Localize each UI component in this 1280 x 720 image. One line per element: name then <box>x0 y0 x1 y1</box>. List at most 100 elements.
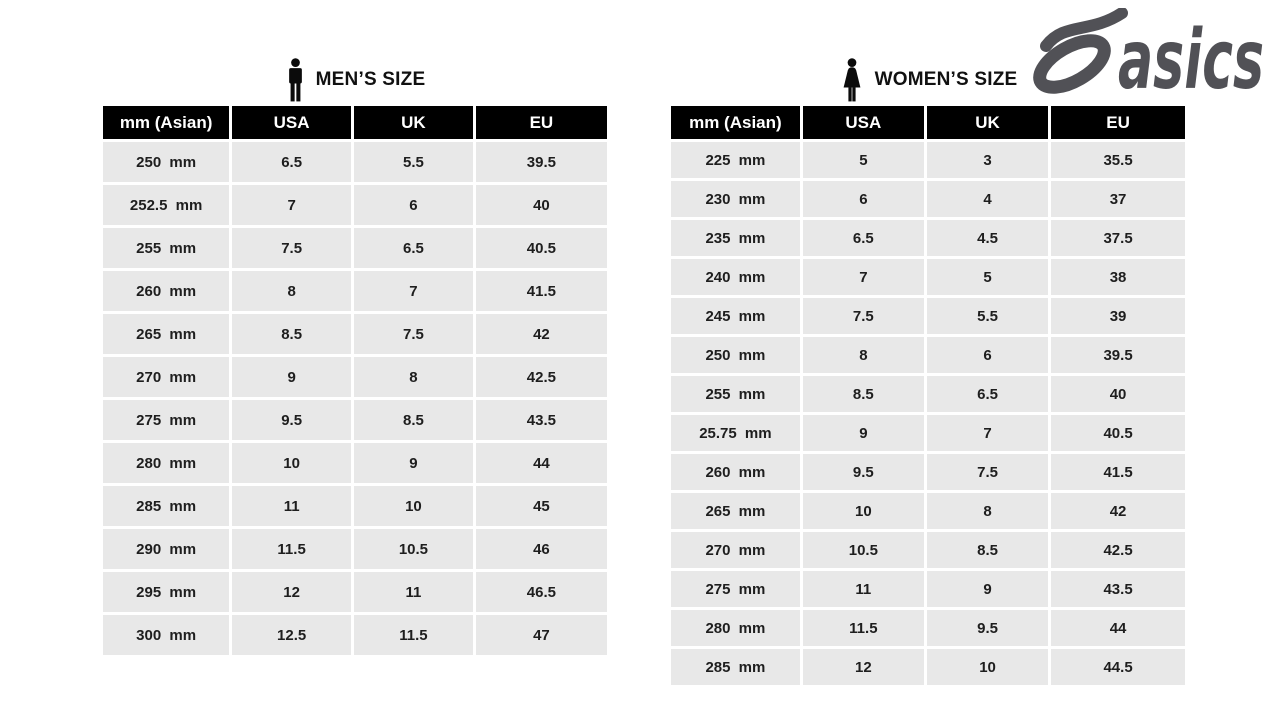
table-cell: 6.5 <box>926 376 1049 412</box>
table-row: 265 mm 10 8 42 <box>671 493 1185 529</box>
table-cell: 43.5 <box>1051 571 1185 607</box>
table-row: 240 mm 7 5 38 <box>671 259 1185 295</box>
table-cell: 8.5 <box>232 314 352 354</box>
table-cell: 8 <box>232 271 352 311</box>
table-cell: 255 mm <box>671 376 800 412</box>
table-row: 260 mm 9.5 7.5 41.5 <box>671 454 1185 490</box>
table-cell: 43.5 <box>475 400 607 440</box>
mens-size-table: mm (Asian) USA UK EU 250 mm 6.5 5.5 39.5 252.5 m… <box>100 103 610 658</box>
table-row: 295 mm 12 11 46.5 <box>103 572 607 612</box>
table-cell: 250 mm <box>103 142 230 182</box>
table-cell: 10.5 <box>354 529 473 569</box>
table-row: 300 mm 12.5 11.5 47 <box>103 615 607 655</box>
table-cell: 12 <box>232 572 352 612</box>
table-cell: 42 <box>1051 493 1185 529</box>
table-cell: 7.5 <box>232 228 352 268</box>
table-cell: 39 <box>1051 298 1185 334</box>
table-cell: 37.5 <box>1051 220 1185 256</box>
table-row: 25.75 mm 9 7 40.5 <box>671 415 1185 451</box>
table-cell: 8.5 <box>354 400 473 440</box>
table-row: 252.5 mm 7 6 40 <box>103 185 607 225</box>
table-cell: 9 <box>926 571 1049 607</box>
table-cell: 285 mm <box>103 486 230 526</box>
table-cell: 6 <box>354 185 473 225</box>
table-cell: 41.5 <box>1051 454 1185 490</box>
table-cell: 10.5 <box>802 532 924 568</box>
table-cell: 7.5 <box>926 454 1049 490</box>
womens-size-section: WOMEN’S SIZE mm (Asian) USA UK EU 225 mm 5 3 35… <box>668 57 1188 688</box>
table-row: 230 mm 6 4 37 <box>671 181 1185 217</box>
table-cell: 8.5 <box>802 376 924 412</box>
table-row: 270 mm 9 8 42.5 <box>103 357 607 397</box>
table-cell: 40.5 <box>1051 415 1185 451</box>
table-cell: 245 mm <box>671 298 800 334</box>
table-cell: 3 <box>926 142 1049 178</box>
table-cell: 275 mm <box>103 400 230 440</box>
asics-wordmark: asics <box>1118 13 1264 100</box>
table-cell: 39.5 <box>1051 337 1185 373</box>
column-header: mm (Asian) <box>671 106 800 139</box>
table-cell: 37 <box>1051 181 1185 217</box>
table-cell: 7.5 <box>802 298 924 334</box>
table-cell: 8 <box>354 357 473 397</box>
table-cell: 7 <box>232 185 352 225</box>
table-cell: 235 mm <box>671 220 800 256</box>
table-row: 285 mm 11 10 45 <box>103 486 607 526</box>
table-cell: 7 <box>354 271 473 311</box>
table-cell: 7.5 <box>354 314 473 354</box>
table-cell: 280 mm <box>103 443 230 483</box>
table-cell: 11.5 <box>232 529 352 569</box>
table-cell: 47 <box>475 615 607 655</box>
table-cell: 8.5 <box>926 532 1049 568</box>
column-header: UK <box>354 106 473 139</box>
column-header: mm (Asian) <box>103 106 230 139</box>
table-cell: 40 <box>1051 376 1185 412</box>
table-cell: 6.5 <box>354 228 473 268</box>
mens-title: MEN’S SIZE <box>315 69 426 90</box>
table-cell: 10 <box>926 649 1049 685</box>
table-cell: 9 <box>354 443 473 483</box>
table-row: 270 mm 10.5 8.5 42.5 <box>671 532 1185 568</box>
table-cell: 6.5 <box>802 220 924 256</box>
table-cell: 12 <box>802 649 924 685</box>
table-cell: 42.5 <box>475 357 607 397</box>
womens-title-row: WOMEN’S SIZE <box>668 57 1188 103</box>
table-cell: 45 <box>475 486 607 526</box>
table-cell: 44 <box>475 443 607 483</box>
table-row: 255 mm 7.5 6.5 40.5 <box>103 228 607 268</box>
table-cell: 11.5 <box>802 610 924 646</box>
table-cell: 10 <box>802 493 924 529</box>
table-cell: 5.5 <box>354 142 473 182</box>
table-cell: 265 mm <box>103 314 230 354</box>
table-row: 235 mm 6.5 4.5 37.5 <box>671 220 1185 256</box>
table-cell: 42.5 <box>1051 532 1185 568</box>
table-row: 250 mm 6.5 5.5 39.5 <box>103 142 607 182</box>
column-header: UK <box>926 106 1049 139</box>
table-row: 225 mm 5 3 35.5 <box>671 142 1185 178</box>
table-cell: 9.5 <box>926 610 1049 646</box>
womens-size-table: mm (Asian) USA UK EU 225 mm 5 3 35.5 230 mm 6 4 37 2… <box>668 103 1188 688</box>
table-cell: 35.5 <box>1051 142 1185 178</box>
table-cell: 290 mm <box>103 529 230 569</box>
table-cell: 6 <box>802 181 924 217</box>
table-cell: 260 mm <box>103 271 230 311</box>
table-cell: 38 <box>1051 259 1185 295</box>
table-cell: 41.5 <box>475 271 607 311</box>
mens-title-row: MEN’S SIZE <box>100 57 610 103</box>
table-row: 275 mm 11 9 43.5 <box>671 571 1185 607</box>
table-cell: 11 <box>354 572 473 612</box>
table-row: 285 mm 12 10 44.5 <box>671 649 1185 685</box>
column-header: EU <box>1051 106 1185 139</box>
table-cell: 8 <box>926 493 1049 529</box>
table-cell: 270 mm <box>103 357 230 397</box>
table-row: 255 mm 8.5 6.5 40 <box>671 376 1185 412</box>
table-row: 250 mm 8 6 39.5 <box>671 337 1185 373</box>
table-cell: 5 <box>802 142 924 178</box>
table-row: 260 mm 8 7 41.5 <box>103 271 607 311</box>
table-cell: 9.5 <box>802 454 924 490</box>
table-cell: 230 mm <box>671 181 800 217</box>
table-row: 280 mm 10 9 44 <box>103 443 607 483</box>
table-row: 280 mm 11.5 9.5 44 <box>671 610 1185 646</box>
table-cell: 11 <box>232 486 352 526</box>
